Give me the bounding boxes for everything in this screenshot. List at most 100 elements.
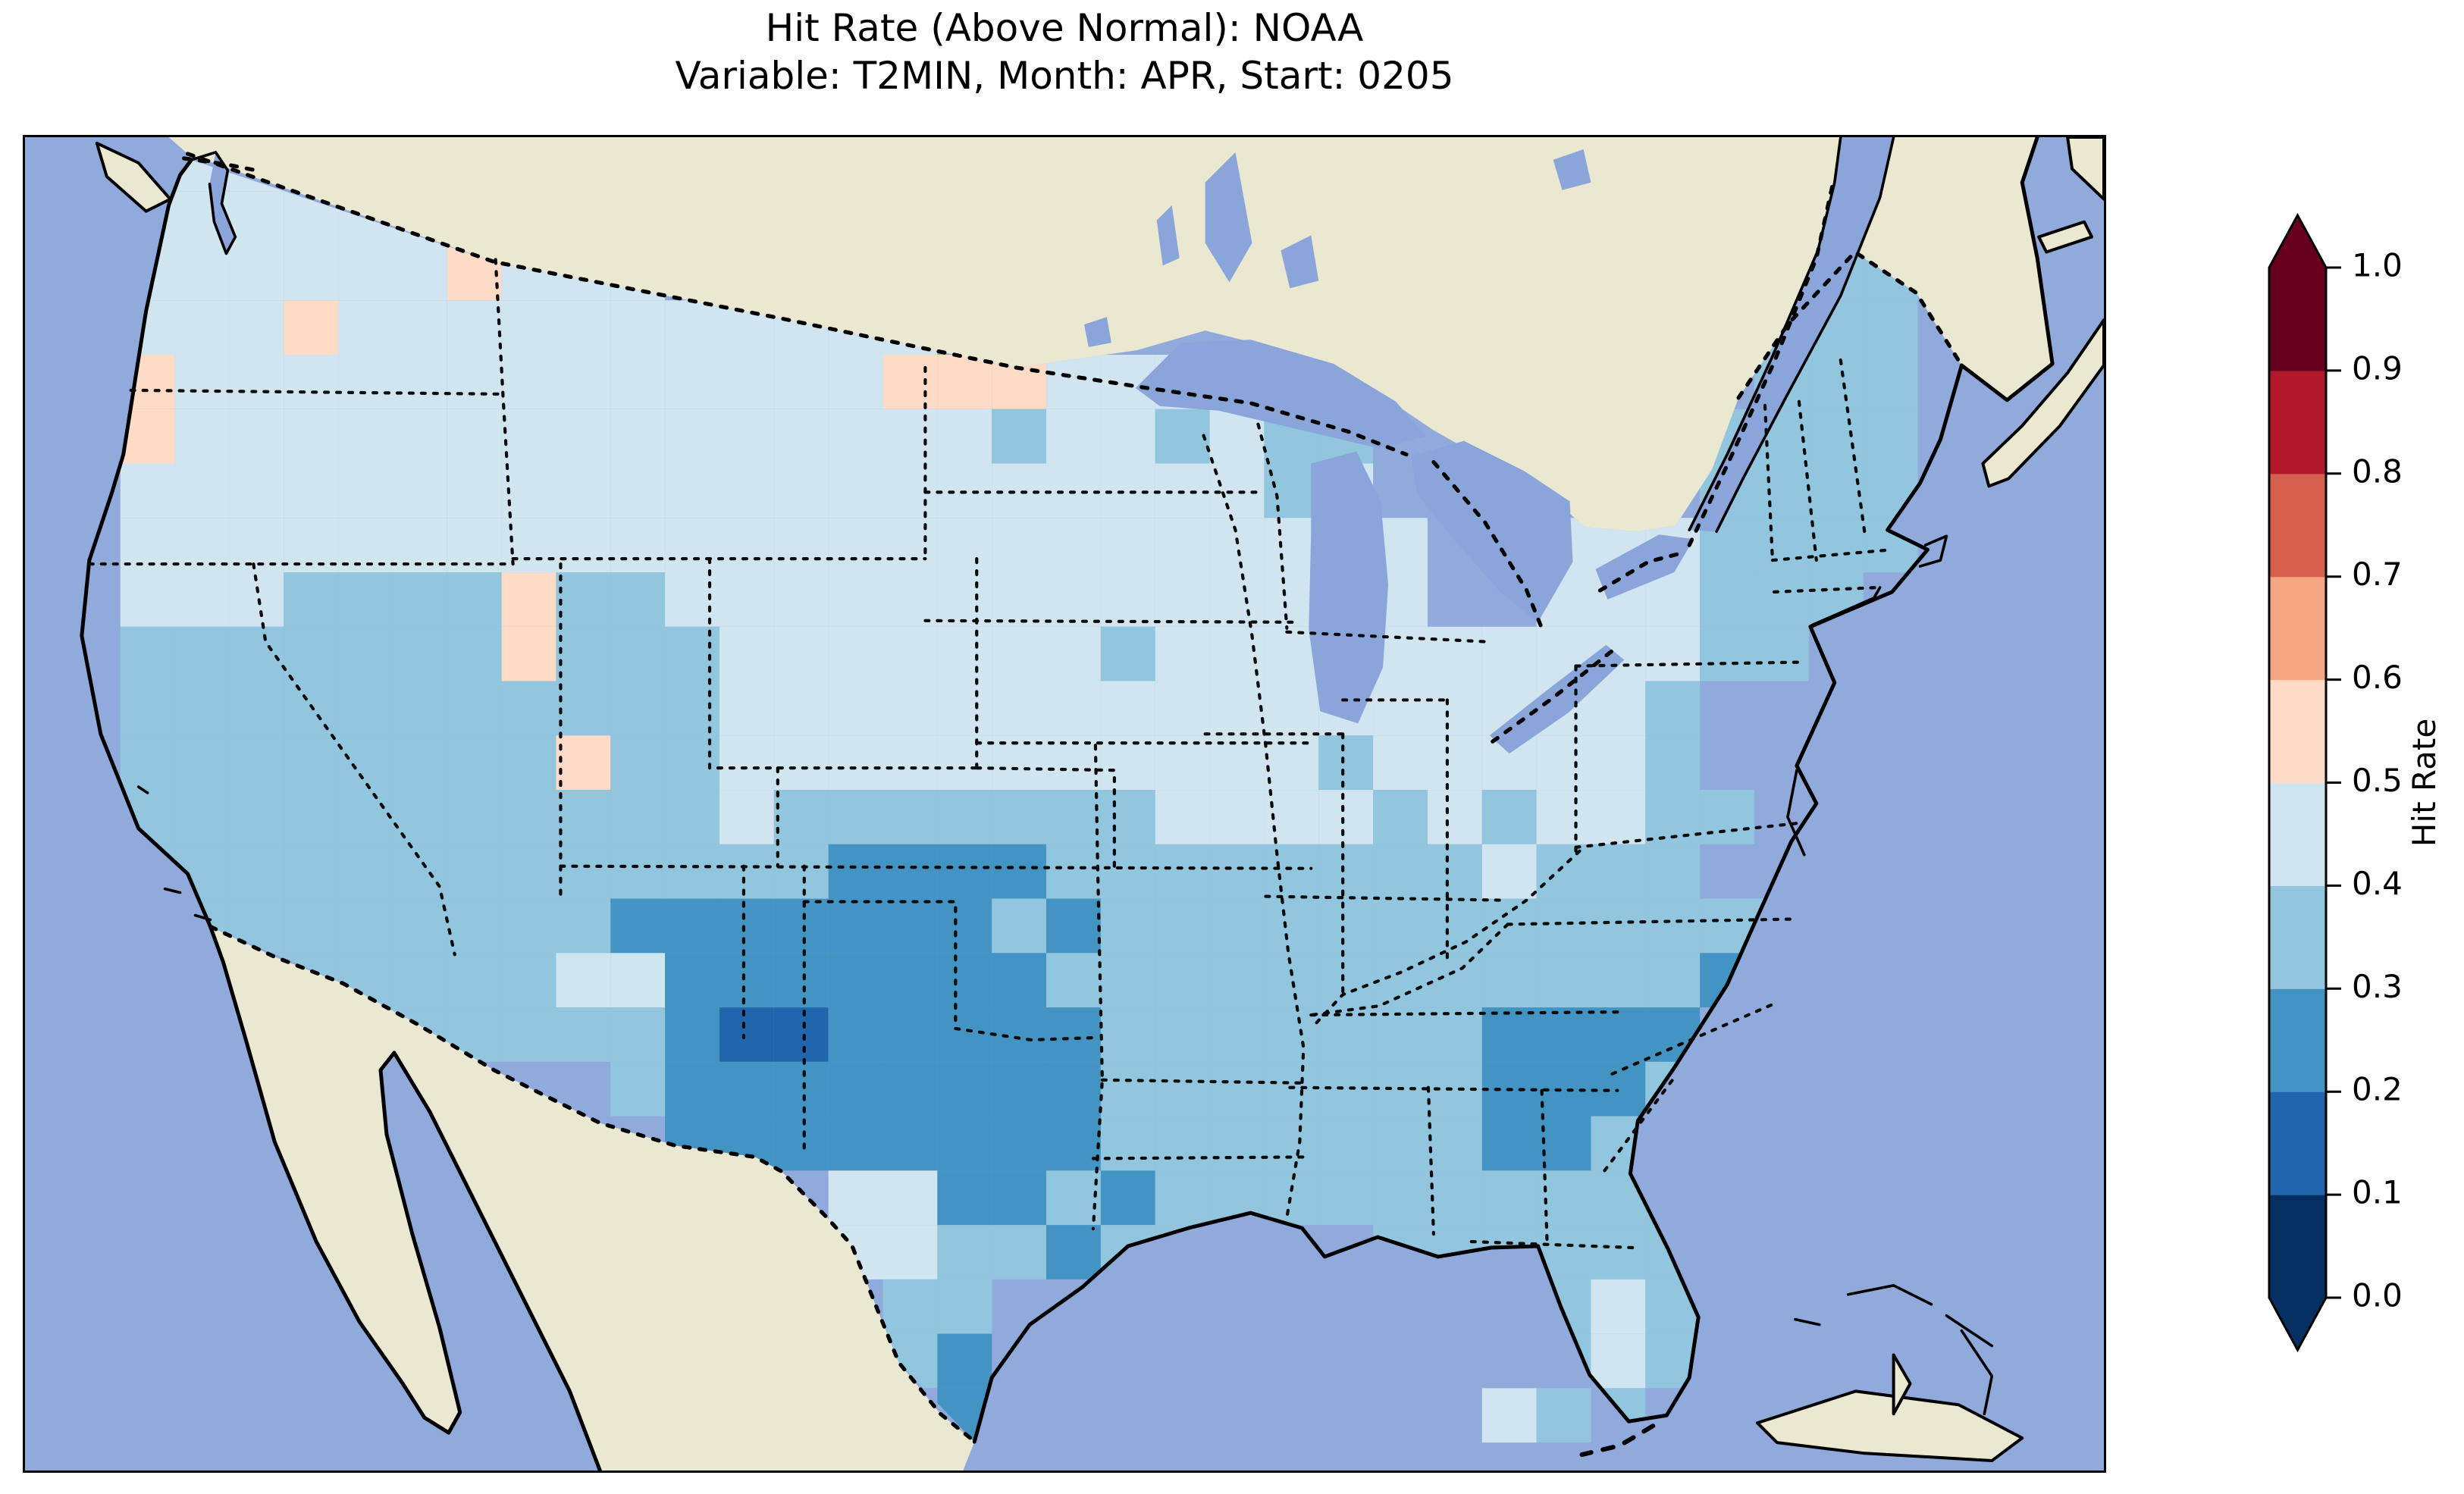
- heatmap-cell: [992, 1170, 1047, 1226]
- heatmap-cell: [1209, 898, 1265, 954]
- heatmap-cell: [120, 463, 175, 518]
- heatmap-cell: [937, 1333, 992, 1389]
- heatmap-cell: [447, 300, 502, 355]
- heatmap-cell: [828, 898, 883, 954]
- heatmap-cell: [1427, 735, 1482, 791]
- heatmap-cell: [1318, 790, 1374, 844]
- heatmap-cell: [610, 518, 666, 573]
- heatmap-cell: [1591, 681, 1646, 736]
- heatmap-cell: [501, 844, 556, 899]
- heatmap-cell: [828, 355, 883, 409]
- heatmap-cell: [1536, 1116, 1591, 1171]
- heatmap-cell: [665, 300, 719, 355]
- mexico-coast: [208, 924, 602, 1471]
- heatmap-cell: [719, 409, 774, 464]
- heatmap-cell: [447, 898, 502, 954]
- heatmap-cell: [1046, 626, 1101, 681]
- heatmap-cell: [992, 844, 1047, 899]
- heatmap-cell: [665, 898, 719, 954]
- heatmap-cell: [338, 898, 393, 954]
- canada-land: [168, 137, 2053, 532]
- heatmap-cell: [882, 1061, 938, 1117]
- heatmap-cell: [556, 735, 611, 791]
- heatmap-cell: [665, 572, 719, 627]
- heatmap-cell: [1427, 1116, 1482, 1171]
- heatmap-cell: [719, 790, 774, 844]
- colorbar-segment: [2269, 473, 2326, 578]
- colorbar-tick-label: 0.8: [2352, 453, 2403, 490]
- heatmap-cell: [392, 409, 447, 464]
- heatmap-cell: [1264, 518, 1319, 573]
- colorbar-tick-label: 0.4: [2352, 865, 2403, 902]
- lake-ontario: [1595, 534, 1694, 600]
- heatmap-cell: [992, 790, 1047, 844]
- heatmap-cell: [828, 844, 883, 899]
- colorbar-segment: [2269, 1092, 2326, 1195]
- heatmap-cell: [1754, 518, 1809, 573]
- heatmap-cell: [284, 898, 339, 954]
- heatmap-cell: [828, 572, 883, 627]
- heatmap-cell: [610, 1007, 666, 1062]
- heatmap-cell: [992, 409, 1047, 464]
- heatmap-cell: [1591, 1225, 1646, 1279]
- heatmap-cell: [719, 953, 774, 1008]
- heatmap-cell: [392, 898, 447, 954]
- heatmap-cell: [1808, 355, 1864, 409]
- heatmap-cell: [610, 463, 666, 518]
- long-island: [1810, 586, 1882, 627]
- lake-manitoba: [1156, 205, 1180, 266]
- heatmap-cell: [773, 953, 829, 1008]
- heatmap-cell: [556, 518, 611, 573]
- heatmap-cell: [229, 626, 284, 681]
- puget-sound-coast: [190, 151, 237, 255]
- heatmap-cell: [1100, 898, 1155, 954]
- heatmap-cell: [1645, 572, 1701, 627]
- heatmap-cell: [1536, 898, 1591, 954]
- heatmap-cell: [1155, 953, 1210, 1008]
- heatmap-cell: [665, 626, 719, 681]
- heatmap-cell: [1591, 1333, 1646, 1389]
- us-canada-border-maine: [1736, 249, 1964, 400]
- heatmap-cell: [773, 463, 829, 518]
- heatmap-cell: [1427, 1007, 1482, 1062]
- heatmap-cell: [447, 681, 502, 736]
- heatmap-cell: [1155, 898, 1210, 954]
- heatmap-cell: [1373, 735, 1428, 791]
- heatmap-cell: [937, 518, 992, 573]
- heatmap-cell: [1100, 409, 1155, 464]
- heatmap-cell: [719, 355, 774, 409]
- heatmap-cell: [284, 463, 339, 518]
- country-borders: [181, 152, 1964, 1442]
- heatmap-cell: [501, 681, 556, 736]
- heatmap-cell: [610, 953, 666, 1008]
- colorbar-tick-label: 0.7: [2352, 556, 2403, 593]
- heatmap-cell: [882, 626, 938, 681]
- heatmap-cell: [229, 735, 284, 791]
- colorbar-arrow-over: [2269, 215, 2326, 268]
- colorbar-tick-label: 0.6: [2352, 659, 2403, 696]
- bahamas-islands: [1794, 1284, 1994, 1416]
- colorbar-segment: [2269, 782, 2326, 886]
- heatmap-cell: [665, 355, 719, 409]
- heatmap-cell: [610, 409, 666, 464]
- colorbar-tick-label: 0.3: [2352, 968, 2403, 1005]
- heatmap-cell: [1373, 790, 1428, 844]
- heatmap-cell: [1645, 953, 1701, 1008]
- heatmap-cell: [1591, 1007, 1646, 1062]
- cape-cod: [1918, 534, 1948, 568]
- heatmap-cell: [773, 898, 829, 954]
- heatmap-cell: [1318, 1007, 1374, 1062]
- heatmap-cell: [1481, 626, 1537, 681]
- heatmap-cell: [1427, 790, 1482, 844]
- heatmap-cell: [937, 1061, 992, 1117]
- map-frame: [23, 135, 2106, 1473]
- us-pacific-coast: [80, 158, 212, 929]
- heatmap-cell: [120, 572, 175, 627]
- heatmap-cell: [284, 409, 339, 464]
- colorbar-segment: [2269, 885, 2326, 989]
- heatmap-cell: [501, 1007, 556, 1062]
- heatmap-cell: [174, 355, 230, 409]
- colorbar-segment: [2269, 576, 2326, 681]
- heatmap-cell: [719, 735, 774, 791]
- heatmap-cell: [284, 246, 339, 301]
